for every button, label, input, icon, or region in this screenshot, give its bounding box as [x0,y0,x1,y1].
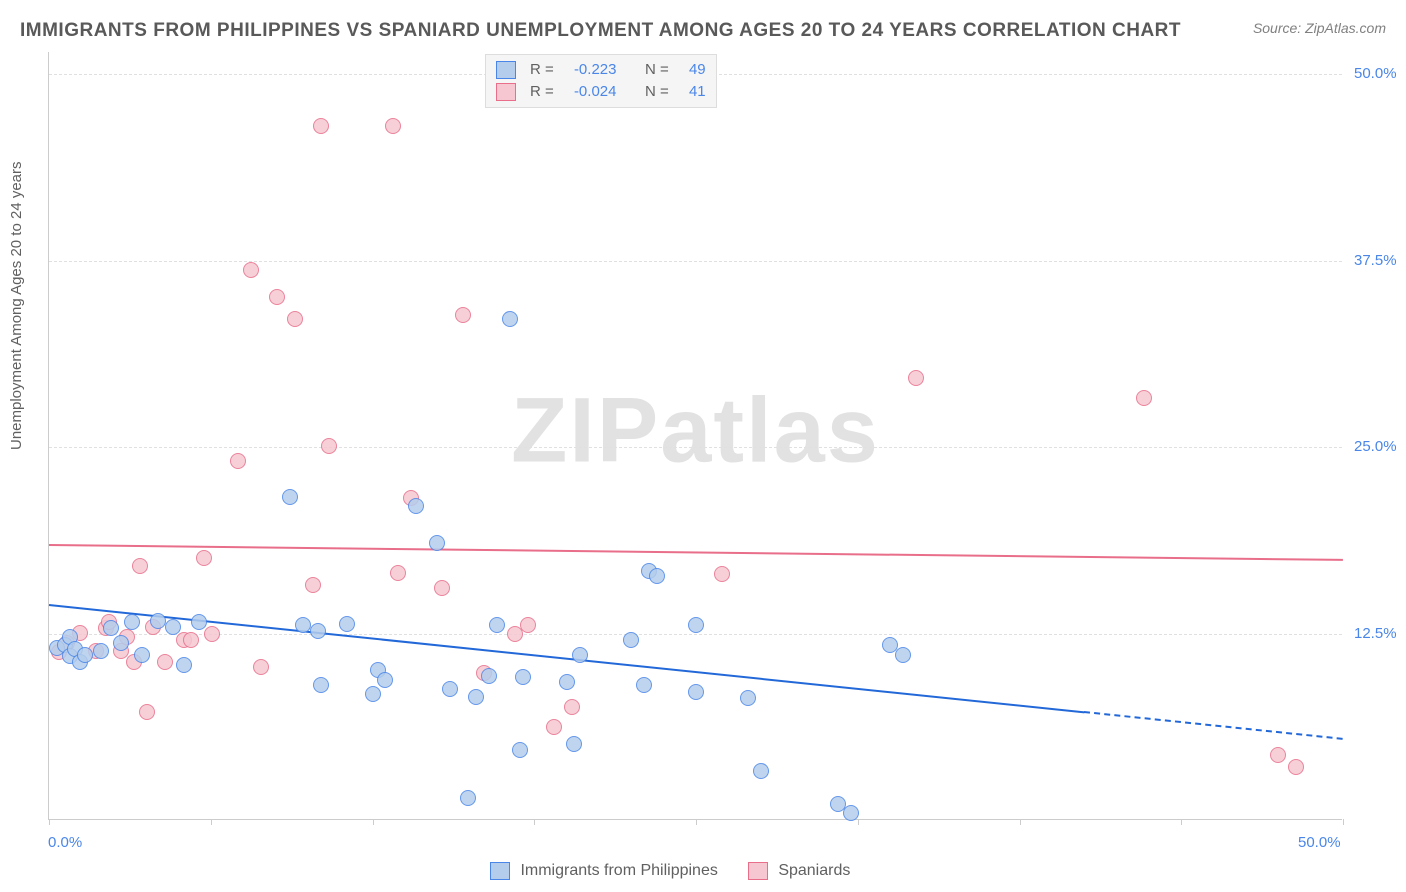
data-point [489,617,505,633]
data-point [408,498,424,514]
data-point [287,311,303,327]
data-point [313,118,329,134]
y-tick-label: 50.0% [1354,65,1397,82]
y-tick-label: 37.5% [1354,252,1397,269]
data-point [515,669,531,685]
data-point [139,704,155,720]
data-point [295,617,311,633]
data-point [895,647,911,663]
data-point [636,677,652,693]
data-point [740,690,756,706]
data-point [908,370,924,386]
data-point [230,453,246,469]
data-point [546,719,562,735]
data-point [623,632,639,648]
data-point [566,736,582,752]
swatch-philippines [490,862,510,880]
data-point [305,577,321,593]
data-point [124,614,140,630]
data-point [468,689,484,705]
data-point [843,805,859,821]
swatch-spaniards [748,862,768,880]
data-point [113,635,129,651]
data-point [714,566,730,582]
data-point [282,489,298,505]
data-point [134,647,150,663]
y-tick-label: 25.0% [1354,438,1397,455]
legend-correlation-row: R = -0.024 N = 41 [496,81,706,103]
data-point [103,620,119,636]
data-point [313,677,329,693]
data-point [481,668,497,684]
data-point [1136,390,1152,406]
data-point [339,616,355,632]
legend-label-philippines: Immigrants from Philippines [520,862,717,879]
data-point [649,568,665,584]
data-point [269,289,285,305]
x-tick-min: 0.0% [48,834,82,851]
data-point [1270,747,1286,763]
data-point [176,657,192,673]
data-point [520,617,536,633]
data-point [442,681,458,697]
legend-correlation: R = -0.223 N = 49R = -0.024 N = 41 [485,54,717,108]
data-point [753,763,769,779]
data-point [150,613,166,629]
data-point [132,558,148,574]
source-attribution: Source: ZipAtlas.com [1253,20,1386,36]
data-point [165,619,181,635]
chart-title: IMMIGRANTS FROM PHILIPPINES VS SPANIARD … [20,20,1181,42]
data-point [93,643,109,659]
data-point [365,686,381,702]
data-point [385,118,401,134]
data-point [204,626,220,642]
watermark: ZIPatlas [511,378,880,483]
data-point [157,654,173,670]
data-point [243,262,259,278]
legend-item-spaniards: Spaniards [748,862,851,880]
data-point [196,550,212,566]
data-point [377,672,393,688]
data-point [434,580,450,596]
data-point [460,790,476,806]
x-tick-max: 50.0% [1298,834,1341,851]
legend-label-spaniards: Spaniards [778,862,850,879]
data-point [77,647,93,663]
data-point [310,623,326,639]
data-point [1288,759,1304,775]
data-point [502,311,518,327]
data-point [564,699,580,715]
data-point [455,307,471,323]
data-point [688,684,704,700]
legend-item-philippines: Immigrants from Philippines [490,862,718,880]
data-point [559,674,575,690]
data-point [253,659,269,675]
data-point [191,614,207,630]
data-point [321,438,337,454]
data-point [512,742,528,758]
plot-area: ZIPatlas [48,52,1342,820]
legend-correlation-row: R = -0.223 N = 49 [496,59,706,81]
data-point [390,565,406,581]
legend-series: Immigrants from Philippines Spaniards [490,862,850,880]
data-point [572,647,588,663]
y-tick-label: 12.5% [1354,625,1397,642]
y-axis-label: Unemployment Among Ages 20 to 24 years [8,161,25,450]
data-point [429,535,445,551]
data-point [688,617,704,633]
data-point [183,632,199,648]
